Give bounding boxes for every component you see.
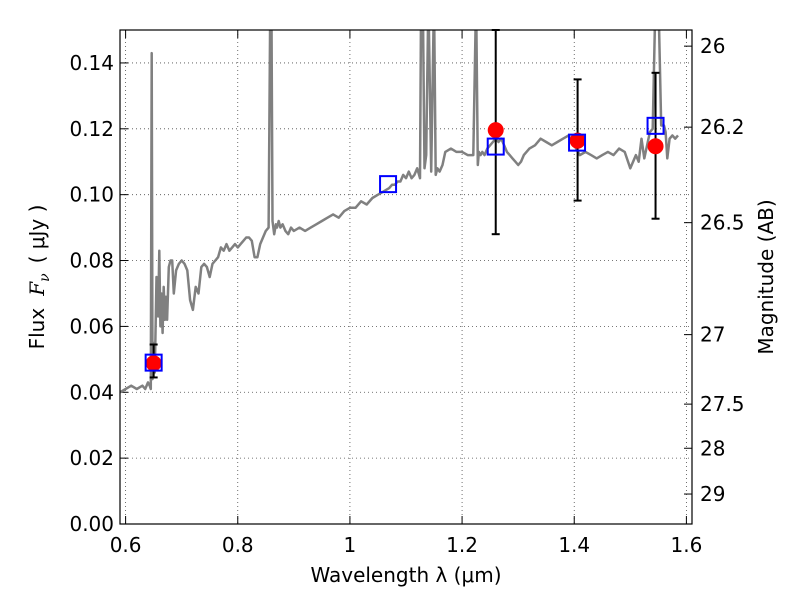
model-spectrum-line <box>120 30 679 394</box>
y2-tick-label: 27 <box>700 323 725 347</box>
x-tick-label: 0.8 <box>222 533 254 557</box>
ticks: 0.6 0.8 1 1.2 1.4 1.6 0.00 0.02 0.04 0.06 0.08 0.10… <box>69 30 745 557</box>
y-axis-label-symbol: F <box>25 281 49 297</box>
y-tick-label: 0.04 <box>69 380 114 404</box>
y2-tick-label: 29 <box>700 482 725 506</box>
observed-point <box>145 355 162 372</box>
y2-tick-label: 27.5 <box>700 392 745 416</box>
y-tick-label: 0.14 <box>69 51 114 75</box>
y-axis-label: Flux Fν ( μJy ) <box>25 205 53 350</box>
plot-series <box>120 30 679 394</box>
y-axis-label-subscript: ν <box>37 273 53 282</box>
y-axis-label-suffix: ( μJy ) <box>25 205 49 264</box>
observed-point <box>647 138 664 155</box>
y-axis-label-prefix: Flux <box>25 308 49 350</box>
y-tick-label: 0.10 <box>69 183 114 207</box>
y2-axis-label: Magnitude (AB) <box>754 199 778 354</box>
y-tick-label: 0.08 <box>69 249 114 273</box>
x-axis-label: Wavelength λ (μm) <box>310 563 501 587</box>
y2-tick-label: 26.2 <box>700 115 745 139</box>
y2-tick-label: 26.5 <box>700 211 745 235</box>
y-tick-label: 0.06 <box>69 314 114 338</box>
plot-frame <box>119 29 693 525</box>
synthetic-point <box>144 353 163 372</box>
y-tick-label: 0.12 <box>69 117 114 141</box>
x-tick-label: 1 <box>344 533 357 557</box>
plot-area <box>120 30 692 524</box>
synthetic-point <box>646 116 665 135</box>
error-bars <box>144 29 665 379</box>
synthetic-point <box>379 175 398 194</box>
x-tick-label: 0.6 <box>110 533 142 557</box>
x-tick-label: 1.6 <box>670 533 702 557</box>
synthetic-point <box>486 137 505 156</box>
x-tick-label: 1.2 <box>446 533 478 557</box>
y2-tick-label: 28 <box>700 436 725 460</box>
x-tick-label: 1.4 <box>558 533 590 557</box>
synthetic-point <box>568 133 587 152</box>
observed-point <box>487 122 504 139</box>
y2-tick-label: 26 <box>700 34 725 58</box>
y-tick-label: 0.02 <box>69 446 114 470</box>
y-tick-label: 0.00 <box>69 512 114 536</box>
